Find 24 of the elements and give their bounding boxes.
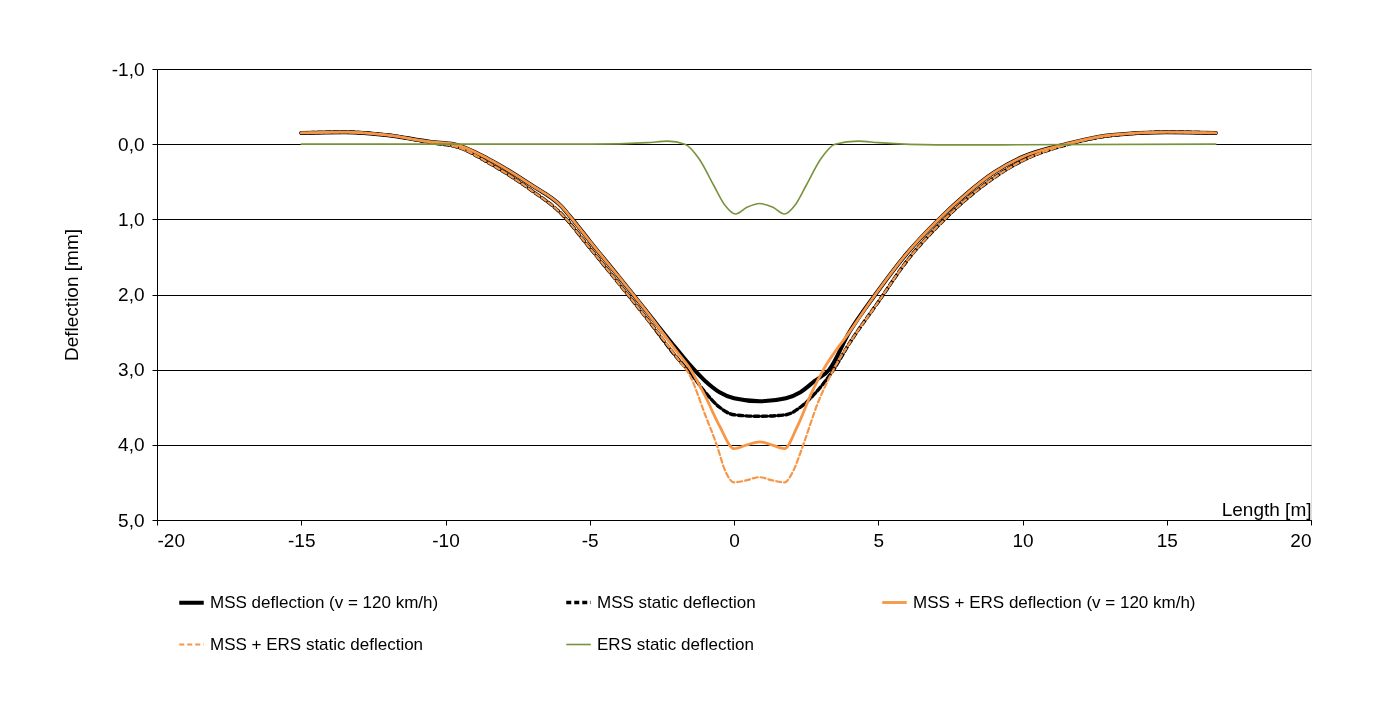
x-tick-label: 10	[1012, 529, 1034, 551]
y-tick-label: 5,0	[118, 509, 145, 531]
legend-label: MSS static deflection	[597, 592, 756, 612]
line-series	[300, 140, 1217, 215]
x-tick-label: 20	[1290, 529, 1312, 551]
x-tick-label: 15	[1156, 529, 1178, 551]
legend-label: MSS + ERS deflection (v = 120 km/h)	[913, 592, 1196, 612]
y-tick-label: 2,0	[118, 284, 145, 305]
x-tick-label: -10	[432, 529, 460, 551]
x-axis-title: Length [m]	[1221, 499, 1312, 521]
legend-label: ERS static deflection	[597, 634, 754, 654]
x-tick-label: -15	[288, 529, 316, 551]
y-tick-label: 1,0	[118, 208, 145, 230]
x-tick-label: 0	[729, 529, 740, 551]
x-tick-label: 5	[873, 529, 885, 551]
y-tick-label: 0,0	[118, 133, 145, 155]
legend-label: MSS deflection (v = 120 km/h)	[210, 592, 439, 612]
y-axis-title: Deflection [mm]	[60, 229, 82, 361]
y-tick-label: -1,0	[111, 58, 145, 80]
legend-label: MSS + ERS static deflection	[210, 634, 424, 654]
x-tick-label: -20	[157, 529, 185, 551]
x-tick-label: -5	[581, 529, 599, 551]
y-tick-label: 4,0	[118, 434, 145, 456]
y-tick-label: 3,0	[118, 359, 145, 381]
